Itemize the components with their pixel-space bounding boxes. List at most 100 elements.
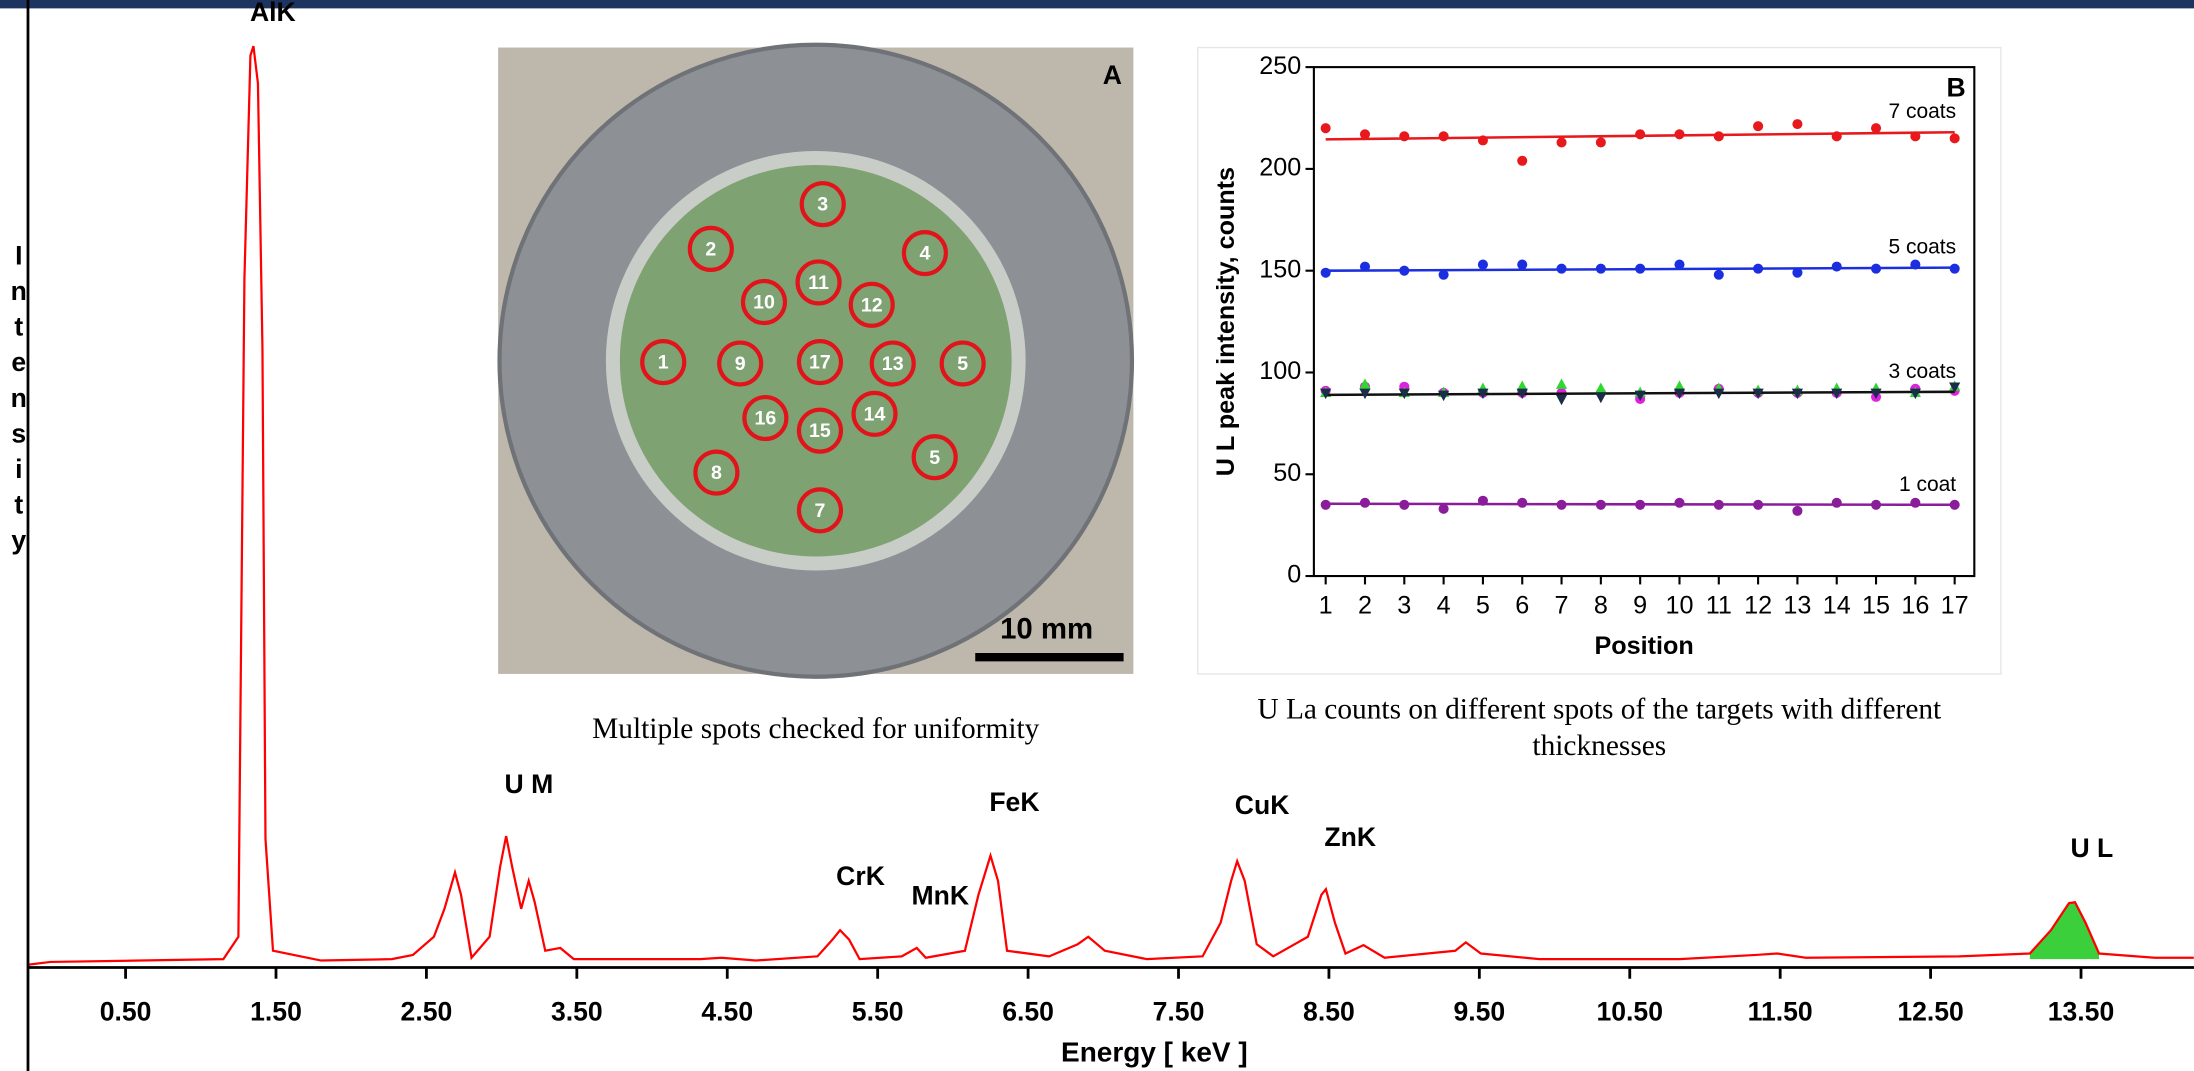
data-point [1792,505,1803,516]
spot-marker [795,259,842,306]
x-tick-label: 2 [1358,591,1372,619]
x-tick-label: 12 [1744,591,1772,619]
series-label: 3 coats [1888,360,1956,383]
panel-label: B [1947,73,1966,103]
data-point [1753,499,1764,510]
spot-marker [799,181,846,228]
x-tick-label: 6.50 [1002,997,1054,1027]
x-tick-label: 9.50 [1453,997,1505,1027]
panel-label: A [1103,60,1122,90]
spot-label: 11 [808,272,829,294]
data-point [1949,133,1960,144]
series-label: 1 coat [1899,473,1956,496]
panel-b-frame [1197,46,2002,675]
x-tick-label: 17 [1941,591,1969,619]
data-point [1516,388,1528,400]
x-tick-label: 16 [1901,591,1929,619]
y-axis-title: U L peak intensity, counts [1212,167,1240,476]
y-tick-label: 250 [1259,52,1301,80]
data-point [1477,388,1489,400]
data-point [1477,495,1488,506]
data-point [1752,388,1764,400]
data-point [1359,129,1371,140]
data-point [1595,382,1607,393]
data-point [1831,497,1842,508]
spot-marker [640,339,687,386]
spot-marker [742,394,789,442]
data-point [1398,388,1410,400]
spot-marker [911,434,958,481]
data-point [1871,499,1882,510]
data-point [1910,131,1921,142]
plot-frame [1312,66,1976,578]
data-point [1753,263,1764,274]
x-tick-label: 1 [1319,591,1333,619]
data-point [1438,503,1449,514]
spot-label: 5 [957,353,968,375]
peak-label: AlK [250,0,296,27]
data-point [1399,131,1410,142]
data-point [1556,137,1567,148]
spot-label: 17 [809,352,831,374]
data-point [1477,259,1488,270]
data-point [1555,394,1568,406]
data-point [1674,497,1685,508]
spot-label: 4 [919,243,930,265]
data-point [1713,499,1724,510]
spot-label: 13 [882,353,904,375]
spot-label: 10 [753,292,775,314]
spot-label: 5 [929,447,940,469]
spot-label: 2 [705,238,716,260]
data-point [1320,499,1331,510]
data-point [1713,131,1724,142]
spot-marker [693,449,740,496]
data-point [1713,269,1724,280]
x-tick-label: 2.50 [401,997,453,1027]
data-point [1438,390,1450,402]
data-point [1791,388,1804,400]
x-tick-label: 13 [1783,591,1811,619]
spot-label: 12 [861,294,883,316]
peak-label: CrK [836,861,885,891]
data-point [1359,378,1371,389]
x-tick-label: 5 [1476,591,1490,619]
y-axis-title: Intensity [4,240,34,560]
data-point [1673,380,1686,391]
photo-panel: 10 mm A 3 2 4 11 10 12 1 9 17 13 5 16 15 14 8 5 7 [497,42,1135,679]
x-tick-label: 9 [1633,591,1647,619]
data-point [1399,265,1410,276]
spot-label: 3 [817,194,828,216]
spot-label: 1 [658,352,669,374]
spot-marker [796,339,844,386]
spot-marker [851,390,898,437]
x-tick-label: 11.50 [1748,997,1813,1027]
x-tick-label: 8.50 [1303,997,1355,1027]
x-tick-label: 1.50 [250,997,302,1027]
spot-label: 9 [735,353,746,375]
data-point [1595,392,1607,404]
spot-marker [901,229,948,277]
scale-bar-label: 10 mm [1000,612,1093,645]
y-tick-label: 50 [1273,459,1301,487]
data-point [1949,499,1960,510]
data-point [1595,137,1606,148]
data-point [1753,121,1764,132]
spot-marker [848,281,895,328]
data-point [1438,269,1449,280]
x-tick-label: 11 [1706,591,1732,619]
data-point [1320,267,1331,278]
x-tick-label: 8 [1594,591,1608,619]
x-tick-label: 10 [1665,591,1693,619]
spot-label: 8 [711,462,722,484]
x-tick-label: 12.50 [1897,997,1964,1027]
y-tick-label: 0 [1287,561,1301,589]
data-point [1359,388,1371,400]
peak-label: U L [2070,833,2113,863]
x-tick-label: 5.50 [852,997,904,1027]
data-point [1359,261,1371,272]
x-axis-title: Position [1594,632,1693,660]
data-point [1831,131,1842,142]
y-tick-label: 100 [1259,357,1301,385]
data-point [1555,378,1568,389]
